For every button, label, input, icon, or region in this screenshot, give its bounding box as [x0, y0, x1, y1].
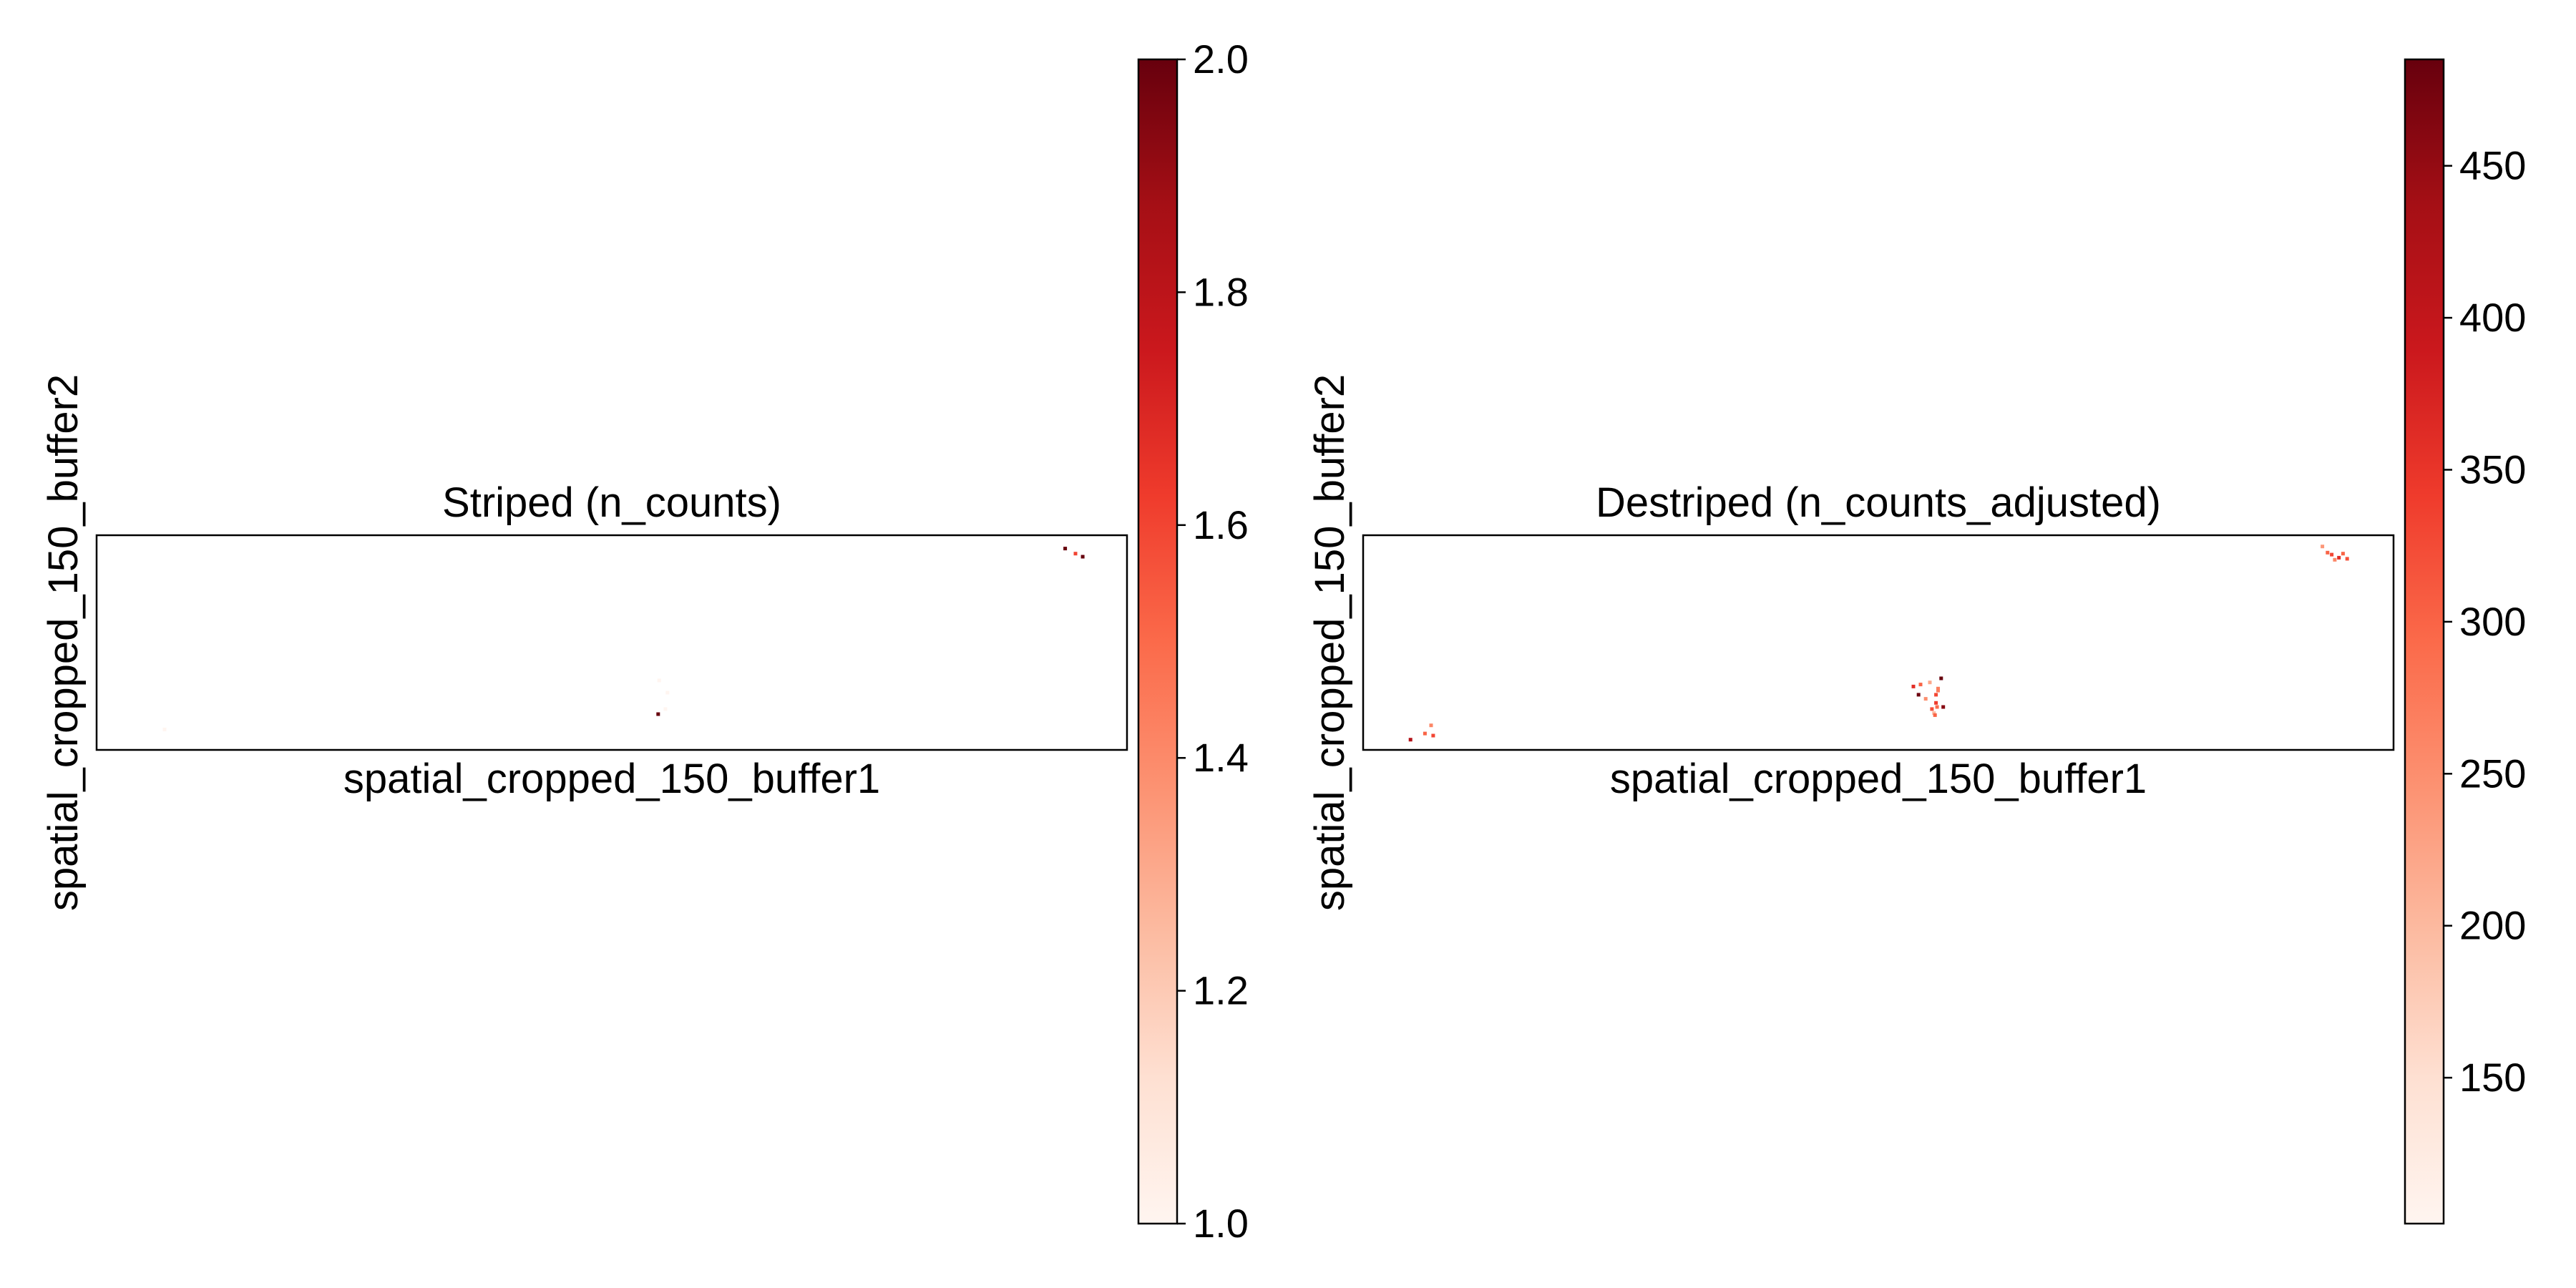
colorbar-tick-label: 1.2: [1193, 968, 1249, 1013]
panel-striped: Striped (n_counts) spatial_cropped_150_b…: [40, 36, 1249, 1246]
data-point: [2341, 552, 2345, 556]
data-point: [1923, 697, 1928, 701]
data-point: [1911, 684, 1916, 688]
data-point: [656, 712, 660, 716]
colorbar-ticks: 150 200 250 300 350 400 450: [2444, 143, 2526, 1100]
scatter-points: [1408, 545, 2349, 742]
data-point: [1408, 738, 1413, 742]
data-point: [162, 727, 167, 731]
colorbar-tick-label: 250: [2459, 751, 2526, 796]
colorbar-tick-label: 450: [2459, 143, 2526, 188]
data-point: [1939, 676, 1943, 680]
colorbar-tick-label: 2.0: [1193, 36, 1249, 82]
data-point: [1932, 711, 1936, 716]
data-point: [2333, 557, 2337, 562]
data-point: [1080, 555, 1085, 559]
x-axis-label: spatial_cropped_150_buffer1: [1610, 756, 2147, 802]
data-point: [1429, 723, 1433, 728]
chart-title: Striped (n_counts): [442, 479, 781, 526]
y-axis-label: spatial_cropped_150_buffer2: [1307, 374, 1353, 911]
data-point: [1933, 713, 1937, 717]
colorbar-tick-label: 1.6: [1193, 502, 1249, 547]
y-axis-label: spatial_cropped_150_buffer2: [40, 374, 87, 911]
x-axis-label: spatial_cropped_150_buffer1: [343, 756, 880, 802]
data-point: [2330, 552, 2334, 557]
data-point: [663, 707, 668, 711]
colorbar-tick-label: 300: [2459, 599, 2526, 644]
colorbar-tick-label: 400: [2459, 295, 2526, 340]
colorbar: [2404, 58, 2445, 1225]
data-point: [1431, 733, 1435, 738]
colorbar-tick-label: 1.0: [1193, 1201, 1249, 1246]
data-point: [1930, 707, 1934, 711]
data-point: [1423, 731, 1427, 736]
data-point: [2337, 555, 2341, 560]
plot-frame: [1362, 534, 2395, 751]
data-point: [1936, 688, 1940, 693]
data-point: [2345, 557, 2349, 561]
data-point: [1936, 686, 1940, 691]
colorbar: [1137, 58, 1179, 1225]
plot-frame: [95, 534, 1128, 751]
data-point: [1063, 547, 1068, 551]
panel-destriped: Destriped (n_counts_adjusted) spatial_cr…: [1307, 58, 2526, 1225]
colorbar-tick-label: 200: [2459, 903, 2526, 948]
data-point: [1935, 705, 1939, 709]
data-point: [2326, 550, 2330, 555]
data-point: [665, 691, 670, 695]
colorbar-ticks: 1.0 1.2 1.4 1.6 1.8 2.0: [1177, 36, 1249, 1246]
colorbar-tick-label: 1.4: [1193, 735, 1249, 780]
data-point: [657, 678, 661, 683]
data-point: [1928, 680, 1932, 685]
colorbar-tick-label: 1.8: [1193, 269, 1249, 314]
data-point: [1916, 693, 1921, 697]
colorbar-tick-label: 150: [2459, 1055, 2526, 1100]
data-point: [1073, 552, 1078, 556]
chart-title: Destriped (n_counts_adjusted): [1596, 479, 2161, 526]
data-point: [2321, 545, 2325, 549]
data-point: [1934, 701, 1938, 705]
colorbar-tick-label: 350: [2459, 447, 2526, 492]
data-point: [1918, 683, 1923, 687]
data-point: [1934, 693, 1938, 697]
scatter-points: [162, 547, 1085, 731]
data-point: [1941, 705, 1946, 709]
